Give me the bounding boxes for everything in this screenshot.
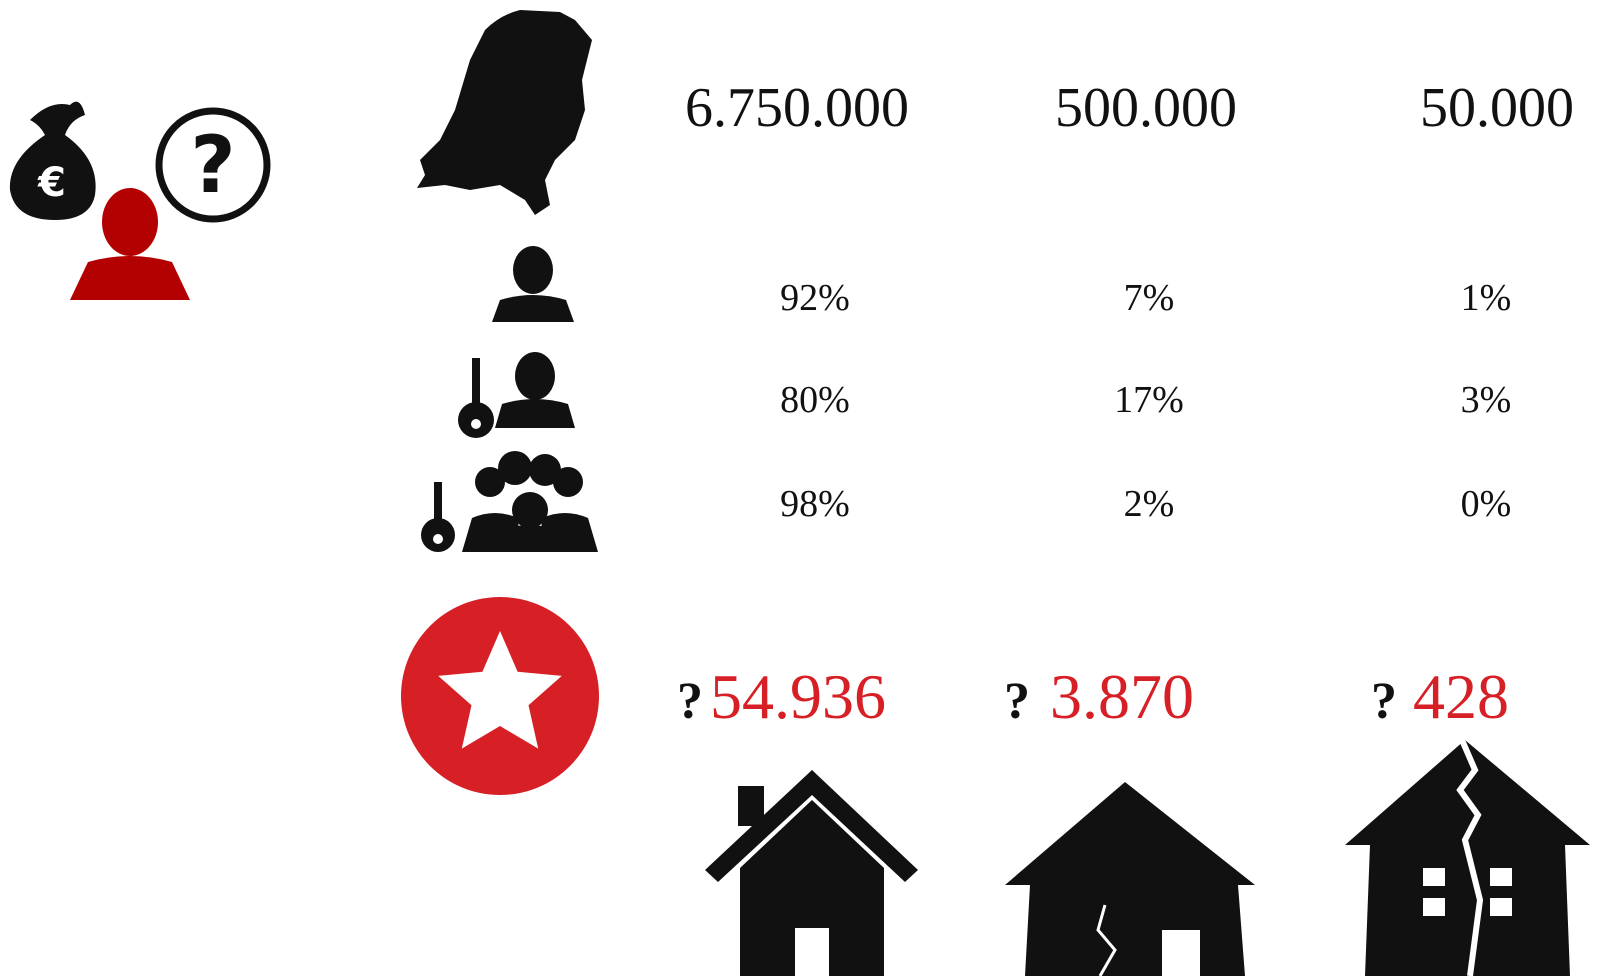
share: 92% <box>780 277 850 319</box>
netherlands-map <box>417 10 592 215</box>
question-mark: ? <box>1004 673 1030 730</box>
svg-text:?: ? <box>190 121 235 211</box>
total: 50.000 <box>1420 77 1574 139</box>
owner-icon <box>458 352 575 438</box>
owner-group-icon <box>421 451 598 552</box>
count: 54.936 <box>710 661 886 732</box>
share: 7% <box>1124 277 1175 319</box>
question-mark: ? <box>677 673 703 730</box>
share: 2% <box>1124 483 1175 525</box>
broken-house <box>1345 738 1590 976</box>
total: 6.750.000 <box>685 77 909 139</box>
share: 80% <box>780 379 850 421</box>
share: 0% <box>1461 483 1512 525</box>
budget-question-icon: € ? <box>9 101 271 300</box>
total: 500.000 <box>1055 77 1237 139</box>
svg-text:€: € <box>37 160 66 206</box>
count: 428 <box>1413 661 1509 732</box>
count: 3.870 <box>1050 661 1194 732</box>
intact-house <box>705 770 918 976</box>
share: 3% <box>1461 379 1512 421</box>
share: 98% <box>780 483 850 525</box>
question-mark: ? <box>1371 673 1397 730</box>
share: 17% <box>1114 379 1184 421</box>
cracked-house <box>1005 782 1255 976</box>
person-icon <box>492 246 574 322</box>
star-badge <box>401 597 599 795</box>
share: 1% <box>1461 277 1512 319</box>
